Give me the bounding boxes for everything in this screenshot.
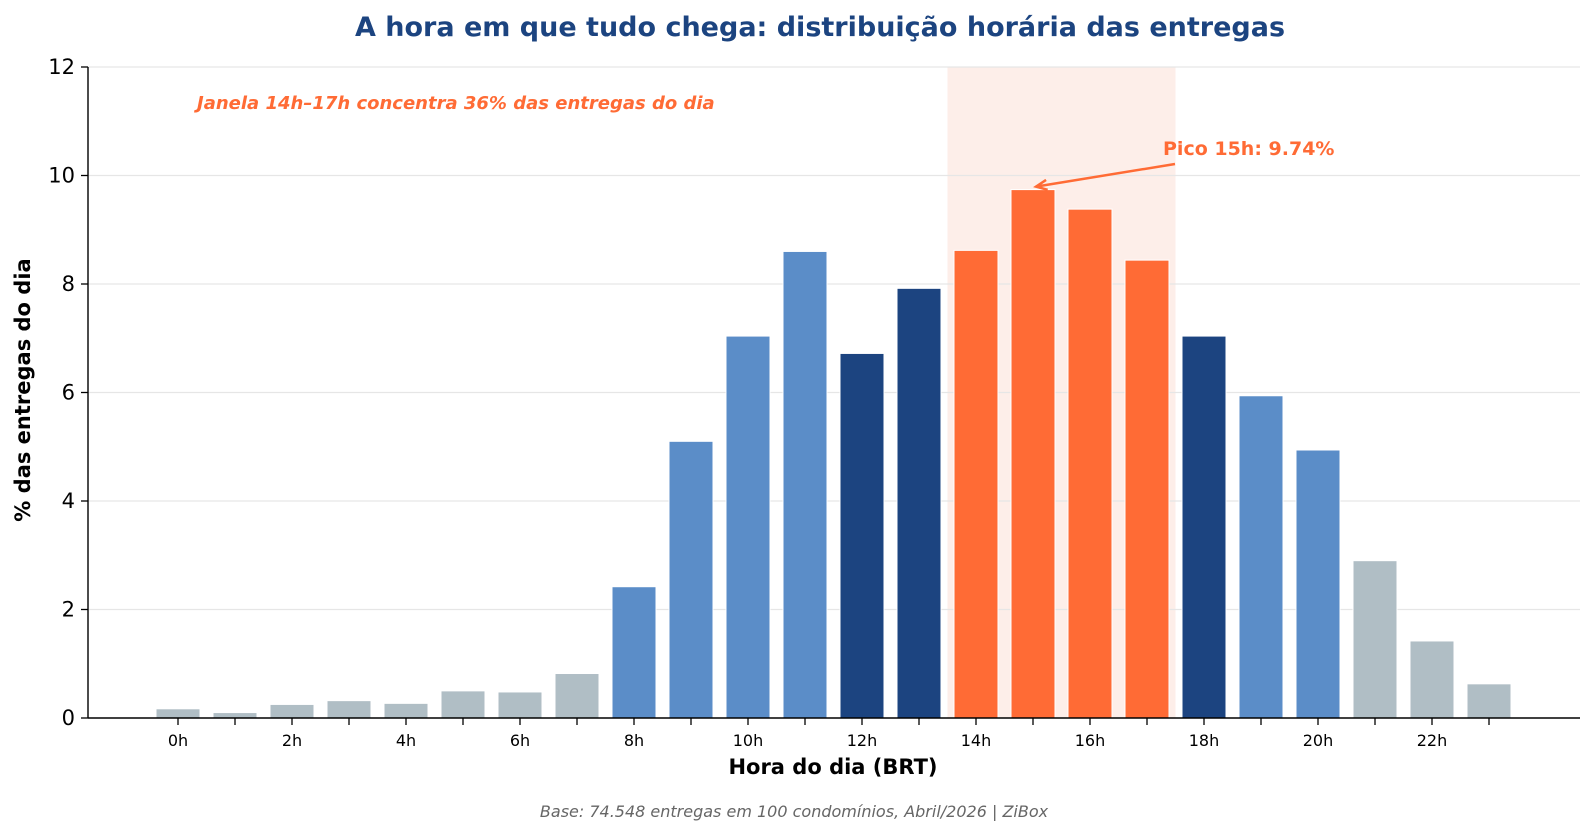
y-tick-label: 12 bbox=[48, 55, 75, 79]
bar-2h bbox=[269, 703, 315, 719]
bar-11h bbox=[782, 250, 828, 719]
x-tick-label: 22h bbox=[1417, 731, 1448, 750]
bar-6h bbox=[497, 691, 543, 719]
x-tick-label: 16h bbox=[1075, 731, 1106, 750]
bar-0h bbox=[155, 708, 201, 719]
grid-lines bbox=[88, 66, 1580, 611]
chart-title: A hora em que tudo chega: distribuição h… bbox=[355, 12, 1285, 43]
x-ticks: 0h 2h 4h 6h 8h 10h 12h 14h 16h 18h 20h 22h bbox=[168, 718, 1490, 750]
y-axis-label: % das entregas do dia bbox=[11, 258, 35, 521]
bar-5h bbox=[440, 690, 486, 719]
y-tick-label: 10 bbox=[48, 164, 75, 188]
y-tick-label: 2 bbox=[62, 598, 75, 622]
bar-13h bbox=[896, 287, 942, 719]
x-tick-label: 4h bbox=[396, 731, 416, 750]
y-tick-label: 6 bbox=[62, 381, 75, 405]
x-tick-label: 6h bbox=[510, 731, 530, 750]
y-tick-label: 0 bbox=[62, 706, 75, 730]
bar-18h bbox=[1181, 335, 1227, 719]
bar-20h bbox=[1295, 449, 1341, 719]
x-tick-label: 10h bbox=[733, 731, 764, 750]
x-tick-label: 0h bbox=[168, 731, 188, 750]
x-tick-label: 18h bbox=[1189, 731, 1220, 750]
window-note: Janela 14h–17h concentra 36% das entrega… bbox=[194, 93, 715, 114]
y-tick-label: 4 bbox=[62, 489, 75, 513]
bar-16h bbox=[1067, 208, 1113, 719]
bar-4h bbox=[383, 702, 429, 719]
x-tick-label: 12h bbox=[847, 731, 878, 750]
bar-1h bbox=[212, 712, 258, 719]
x-axis-label: Hora do dia (BRT) bbox=[728, 755, 937, 779]
plot-area: 0 2 4 6 8 10 12 0h 2h 4h 6h 8h 10h 12h 14h 16h 18h 20h 22… bbox=[48, 55, 1580, 750]
bar-19h bbox=[1238, 395, 1284, 719]
peak-arrow-head bbox=[1033, 178, 1048, 191]
bar-3h bbox=[326, 700, 372, 719]
x-tick-label: 2h bbox=[282, 731, 302, 750]
x-tick-label: 20h bbox=[1303, 731, 1334, 750]
bars bbox=[155, 189, 1512, 719]
bar-10h bbox=[725, 335, 771, 719]
peak-arrow bbox=[1035, 162, 1176, 188]
bar-8h bbox=[611, 586, 657, 719]
bar-23h bbox=[1466, 683, 1512, 719]
x-tick-label: 14h bbox=[961, 731, 992, 750]
y-ticks: 0 2 4 6 8 10 12 bbox=[48, 55, 88, 730]
bar-9h bbox=[668, 440, 714, 719]
bar-12h bbox=[839, 352, 885, 719]
bar-17h bbox=[1124, 259, 1170, 719]
bar-22h bbox=[1409, 640, 1455, 719]
bar-14h bbox=[953, 249, 999, 719]
x-tick-label: 8h bbox=[624, 731, 644, 750]
annotations: Janela 14h–17h concentra 36% das entrega… bbox=[194, 93, 1334, 191]
y-tick-label: 8 bbox=[62, 272, 75, 296]
footer-note: Base: 74.548 entregas em 100 condomínios… bbox=[540, 802, 1049, 821]
bar-15h bbox=[1010, 189, 1056, 719]
bar-7h bbox=[554, 673, 600, 719]
bar-21h bbox=[1352, 560, 1398, 719]
peak-label: Pico 15h: 9.74% bbox=[1163, 138, 1334, 160]
